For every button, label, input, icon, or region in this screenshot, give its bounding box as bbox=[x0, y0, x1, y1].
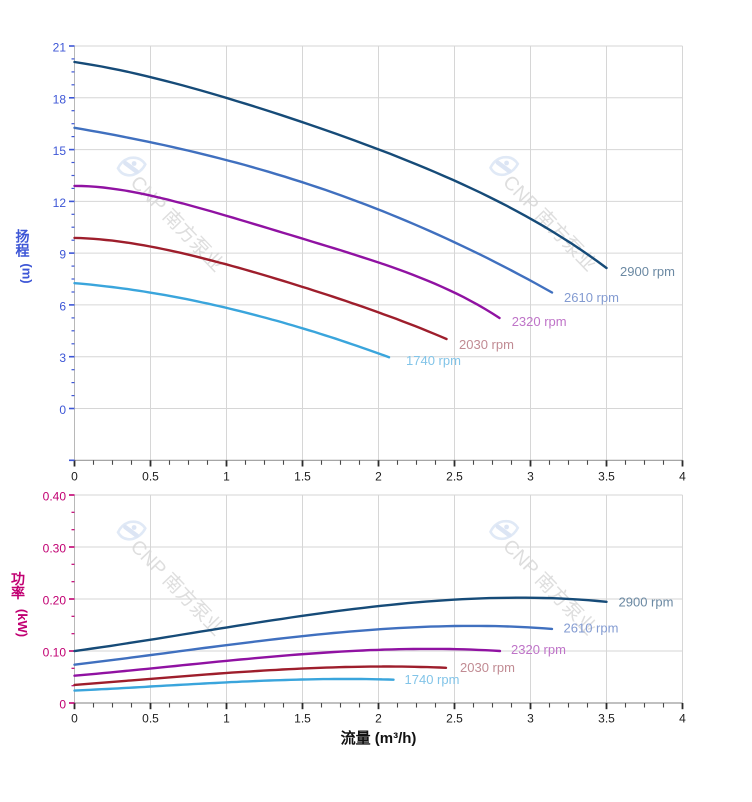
svg-text:2: 2 bbox=[375, 470, 382, 484]
svg-text:15: 15 bbox=[53, 144, 67, 158]
svg-text:流量 (m³/h): 流量 (m³/h) bbox=[341, 729, 417, 747]
svg-text:(m): (m) bbox=[20, 263, 35, 283]
svg-text:2610 rpm: 2610 rpm bbox=[564, 621, 619, 636]
svg-text:扬: 扬 bbox=[16, 229, 30, 245]
svg-text:3: 3 bbox=[527, 712, 534, 726]
svg-text:率: 率 bbox=[11, 585, 25, 601]
svg-text:6: 6 bbox=[59, 299, 66, 313]
svg-text:2030 rpm: 2030 rpm bbox=[460, 660, 515, 675]
svg-text:0: 0 bbox=[59, 403, 66, 417]
svg-text:2900 rpm: 2900 rpm bbox=[620, 264, 675, 279]
svg-text:9: 9 bbox=[59, 248, 66, 262]
svg-text:0.20: 0.20 bbox=[43, 594, 67, 608]
svg-text:程: 程 bbox=[16, 243, 30, 259]
svg-text:1.5: 1.5 bbox=[294, 712, 311, 726]
svg-text:2.5: 2.5 bbox=[446, 712, 463, 726]
svg-text:3: 3 bbox=[527, 470, 534, 484]
svg-text:2: 2 bbox=[375, 712, 382, 726]
svg-text:3: 3 bbox=[59, 351, 66, 365]
svg-text:2900 rpm: 2900 rpm bbox=[619, 595, 674, 610]
svg-text:(kW): (kW) bbox=[15, 609, 30, 637]
svg-text:0.30: 0.30 bbox=[43, 542, 67, 556]
svg-text:4: 4 bbox=[679, 470, 686, 484]
svg-text:0: 0 bbox=[71, 712, 78, 726]
svg-text:2610 rpm: 2610 rpm bbox=[564, 290, 619, 305]
svg-text:0.5: 0.5 bbox=[142, 470, 159, 484]
svg-text:2320 rpm: 2320 rpm bbox=[511, 642, 566, 657]
svg-text:1: 1 bbox=[223, 470, 230, 484]
svg-text:1740 rpm: 1740 rpm bbox=[406, 353, 461, 368]
svg-text:12: 12 bbox=[53, 196, 67, 210]
svg-text:0.40: 0.40 bbox=[43, 490, 67, 504]
svg-text:1: 1 bbox=[223, 712, 230, 726]
svg-text:0.5: 0.5 bbox=[142, 712, 159, 726]
svg-text:2.5: 2.5 bbox=[446, 470, 463, 484]
svg-text:2030 rpm: 2030 rpm bbox=[459, 337, 514, 352]
svg-text:1.5: 1.5 bbox=[294, 470, 311, 484]
svg-text:1740 rpm: 1740 rpm bbox=[405, 672, 460, 687]
svg-text:0: 0 bbox=[71, 470, 78, 484]
svg-text:3.5: 3.5 bbox=[598, 470, 615, 484]
svg-text:21: 21 bbox=[53, 41, 67, 55]
svg-text:3.5: 3.5 bbox=[598, 712, 615, 726]
svg-text:18: 18 bbox=[53, 92, 67, 106]
svg-text:0.10: 0.10 bbox=[43, 646, 67, 660]
svg-text:功: 功 bbox=[11, 571, 25, 587]
svg-text:2320 rpm: 2320 rpm bbox=[512, 314, 567, 329]
svg-text:4: 4 bbox=[679, 712, 686, 726]
svg-text:0: 0 bbox=[59, 698, 66, 712]
